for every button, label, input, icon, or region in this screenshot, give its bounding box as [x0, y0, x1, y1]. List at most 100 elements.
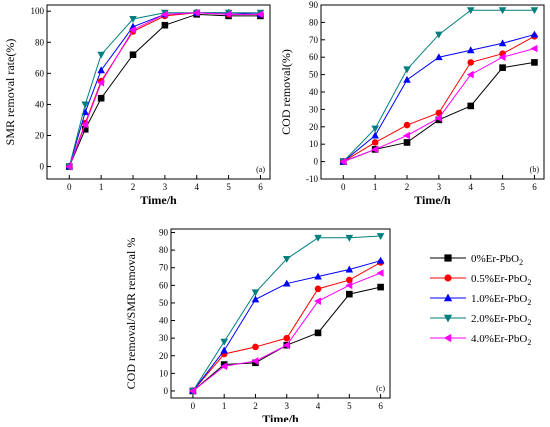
data-point	[220, 338, 228, 346]
x-tick-label: 2	[131, 182, 136, 192]
legend-subscript: 2	[527, 318, 531, 327]
x-tick-label: 5	[226, 182, 231, 192]
data-point	[435, 109, 443, 117]
panel-label: (a)	[256, 165, 265, 174]
data-point	[434, 114, 442, 122]
data-point	[161, 21, 169, 29]
data-point	[435, 53, 443, 61]
y-tick-label: 20	[309, 122, 319, 132]
y-tick-label: 90	[309, 0, 319, 10]
x-axis-title: Time/h	[140, 193, 177, 207]
data-point	[97, 78, 105, 87]
y-tick-label: 0	[314, 157, 319, 167]
legend-marker	[444, 254, 452, 262]
x-tick-label: 1	[373, 182, 378, 192]
data-point	[314, 297, 322, 305]
data-point	[224, 10, 232, 19]
series-2	[65, 8, 265, 170]
x-tick-label: 3	[437, 182, 442, 192]
legend-label: 0.5%Er-PbO2	[471, 273, 531, 287]
data-point	[467, 59, 475, 66]
data-point	[345, 234, 354, 242]
data-point	[81, 125, 89, 133]
data-point	[339, 157, 347, 166]
y-tick-label: 40	[35, 99, 45, 109]
x-tick-label: 0	[67, 182, 72, 192]
y-tick-label: 0	[164, 386, 169, 396]
data-point	[345, 281, 353, 290]
x-axis-title: Time/h	[262, 412, 299, 422]
legend-marker	[443, 314, 453, 323]
data-point	[160, 10, 168, 19]
series-3	[65, 9, 265, 171]
data-point	[346, 276, 353, 284]
y-tick-label: 10	[309, 139, 319, 149]
data-point	[252, 343, 259, 351]
data-point	[466, 70, 474, 79]
data-point	[81, 101, 90, 109]
data-point	[531, 59, 538, 66]
x-tick-label: 5	[347, 401, 352, 411]
x-tick-label: 6	[532, 182, 537, 192]
chart-panel-b: 0 1 2 3 4 5 6 -10 0 10 20 30 40 50 60 70 80 90 Time/h COD r…	[279, 0, 545, 207]
data-point	[282, 279, 291, 287]
x-tick-label: 5	[500, 182, 505, 192]
data-point	[345, 265, 354, 273]
legend-subscript: 2	[519, 258, 523, 267]
series-line	[68, 12, 261, 167]
series-3	[189, 233, 385, 395]
data-point	[251, 289, 260, 297]
legend-label: 0%Er-PbO2	[471, 253, 523, 267]
series-2	[189, 256, 385, 394]
data-point	[220, 362, 228, 371]
data-point	[129, 51, 137, 59]
data-point	[376, 269, 384, 277]
data-point	[220, 346, 228, 354]
data-point	[65, 162, 73, 171]
legend-marker	[443, 293, 453, 302]
legend: 0%Er-PbO2 0.5%Er-PbO2 1.0%Er-PbO2 2.0%Er-Pb…	[430, 253, 531, 347]
data-point	[251, 295, 260, 303]
y-axis-title: COD removal(%)	[279, 49, 293, 135]
y-tick-label: 50	[309, 70, 319, 80]
x-tick-label: 0	[191, 401, 196, 411]
series-line	[192, 272, 381, 392]
x-tick-label: 4	[468, 182, 473, 192]
series-line	[68, 12, 261, 167]
data-point	[97, 66, 105, 74]
legend-item-2: 1.0%Er-PbO2	[430, 293, 531, 307]
x-tick-label: 4	[194, 182, 199, 192]
data-point	[371, 145, 379, 154]
y-tick-label: 50	[159, 298, 169, 308]
y-tick-label: 70	[159, 263, 169, 273]
data-point	[403, 121, 411, 129]
panel-label: (c)	[376, 384, 385, 393]
data-point	[403, 131, 410, 140]
y-tick-label: 10	[159, 368, 169, 378]
data-point	[466, 46, 475, 54]
x-tick-label: 2	[405, 182, 410, 192]
data-point	[403, 66, 411, 74]
data-point	[377, 283, 384, 291]
data-point	[371, 125, 379, 133]
y-tick-label: -10	[306, 174, 318, 184]
y-tick-label: 0	[40, 162, 45, 172]
legend-item-1: 0.5%Er-PbO2	[430, 273, 531, 287]
data-point	[498, 53, 506, 61]
data-point	[282, 341, 290, 349]
y-tick-label: 60	[309, 52, 319, 62]
data-point	[467, 102, 475, 110]
legend-item-0: 0%Er-PbO2	[430, 253, 523, 267]
panel-label: (b)	[530, 165, 540, 174]
series-4	[188, 269, 384, 395]
data-point	[498, 7, 507, 15]
data-point	[282, 255, 291, 263]
x-tick-label: 0	[341, 182, 346, 192]
x-tick-label: 6	[378, 401, 383, 411]
y-tick-label: 80	[35, 37, 45, 47]
series-0	[66, 11, 264, 170]
legend-subscript: 2	[527, 338, 531, 347]
y-axis-title: COD removal/SMR removal %	[124, 238, 138, 390]
data-point	[314, 272, 322, 280]
